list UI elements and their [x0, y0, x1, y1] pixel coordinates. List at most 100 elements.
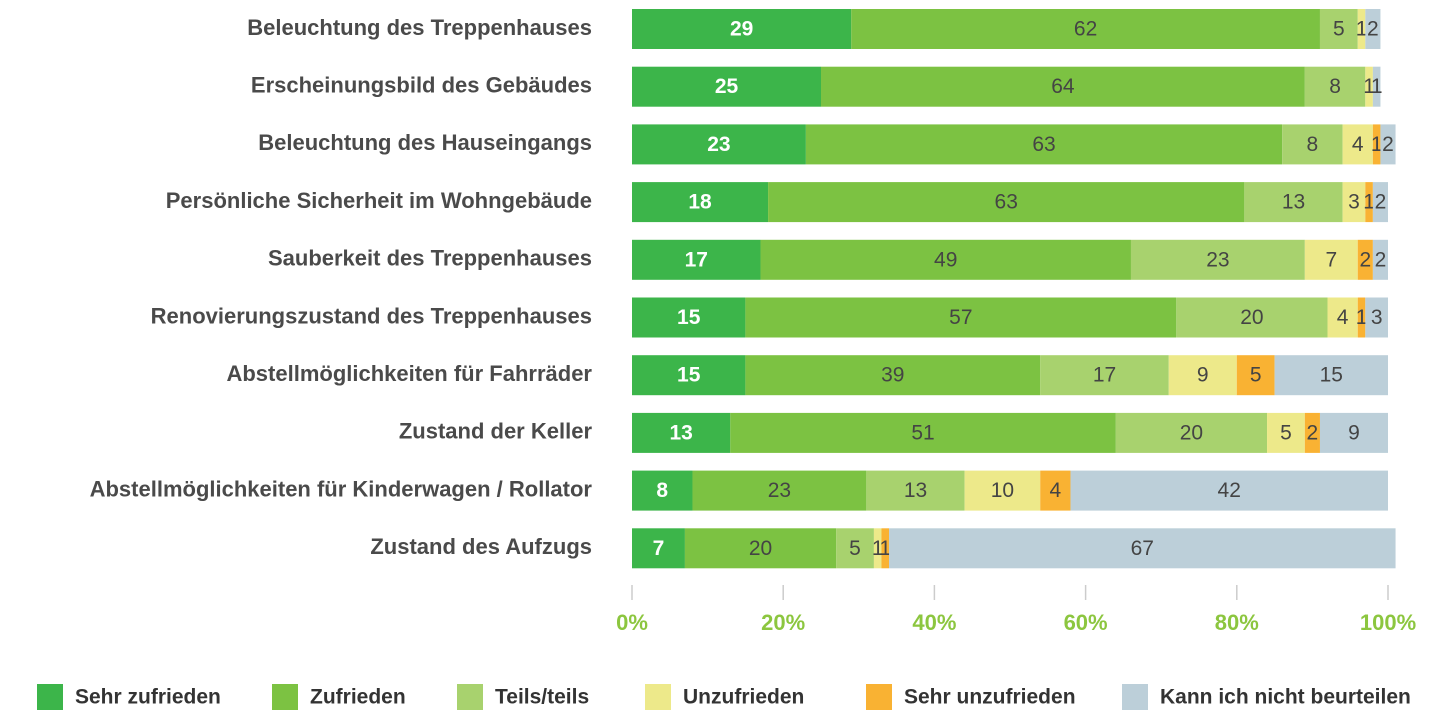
x-tick-label: 80% — [1215, 610, 1259, 635]
value-label: 5 — [1280, 421, 1292, 444]
bar-segment — [632, 355, 746, 396]
bar-segment — [632, 528, 685, 569]
value-label: 20 — [749, 537, 772, 560]
value-label: 42 — [1218, 479, 1241, 502]
bar-segment — [881, 528, 890, 569]
category-label: Zustand der Keller — [399, 419, 593, 444]
bar-segment — [889, 528, 1396, 569]
legend-label: Teils/teils — [495, 686, 589, 709]
bar-segment — [632, 124, 806, 165]
legend-label: Sehr unzufrieden — [904, 686, 1076, 709]
bar-segment — [692, 470, 867, 511]
bar-segment — [1380, 124, 1396, 165]
bar-segment — [632, 66, 821, 107]
value-label: 1 — [1371, 133, 1383, 156]
x-tick-label: 60% — [1064, 610, 1108, 635]
value-label: 1 — [1356, 18, 1368, 41]
bar-segment — [1319, 412, 1388, 453]
value-label: 7 — [653, 537, 665, 560]
bar-segment — [1040, 355, 1169, 396]
value-label: 23 — [707, 133, 730, 156]
value-label: 25 — [715, 75, 739, 98]
value-label: 15 — [677, 306, 701, 329]
value-label: 3 — [1348, 191, 1360, 214]
value-label: 2 — [1307, 421, 1319, 444]
bar-segment — [873, 528, 882, 569]
bar-segment — [768, 182, 1245, 223]
bar-segment — [730, 412, 1116, 453]
bar-segment — [1168, 355, 1237, 396]
bar-segment — [632, 470, 693, 511]
bar-segment — [1304, 412, 1320, 453]
legend-label: Kann ich nicht beurteilen — [1160, 686, 1411, 709]
legend-swatch — [272, 684, 298, 710]
value-label: 1 — [1363, 191, 1375, 214]
category-label: Abstellmöglichkeiten für Fahrräder — [226, 361, 592, 386]
value-label: 5 — [1333, 18, 1345, 41]
value-label: 2 — [1382, 133, 1394, 156]
value-label: 17 — [1093, 364, 1116, 387]
bar-segment — [1342, 124, 1373, 165]
bar-segment — [745, 297, 1177, 338]
value-label: 23 — [768, 479, 791, 502]
bar-segment — [760, 239, 1131, 280]
bar-segment — [851, 9, 1320, 49]
value-label: 8 — [1329, 75, 1341, 98]
bar-segment — [1327, 297, 1358, 338]
value-label: 15 — [1320, 364, 1343, 387]
value-label: 51 — [911, 421, 934, 444]
category-label: Abstellmöglichkeiten für Kinderwagen / R… — [90, 476, 593, 501]
category-label: Erscheinungsbild des Gebäudes — [251, 73, 592, 98]
value-label: 57 — [949, 306, 972, 329]
bar-segment — [1372, 66, 1381, 107]
category-label: Zustand des Aufzugs — [370, 534, 592, 559]
value-label: 23 — [1206, 248, 1229, 271]
x-tick-label: 100% — [1360, 610, 1416, 635]
category-label: Renovierungszustand des Treppenhauses — [151, 303, 592, 328]
bar-segment — [836, 528, 874, 569]
value-label: 62 — [1074, 18, 1097, 41]
legend-swatch — [457, 684, 483, 710]
bar-segment — [964, 470, 1041, 511]
bar-segment — [1070, 470, 1388, 511]
value-label: 20 — [1240, 306, 1263, 329]
value-label: 63 — [995, 191, 1018, 214]
value-label: 8 — [1307, 133, 1319, 156]
value-label: 4 — [1337, 306, 1349, 329]
value-label: 13 — [669, 421, 692, 444]
bar-segment — [1342, 182, 1366, 223]
value-label: 18 — [688, 191, 712, 214]
value-label: 9 — [1197, 364, 1209, 387]
value-label: 4 — [1352, 133, 1364, 156]
value-label: 1 — [1356, 306, 1368, 329]
bar-segment — [1040, 470, 1071, 511]
bar-segment — [1357, 9, 1366, 49]
bar-segment — [1267, 412, 1305, 453]
bar-segment — [1365, 297, 1388, 338]
value-label: 1 — [1371, 75, 1383, 98]
bar-segment — [1236, 355, 1275, 396]
bar-segment — [1365, 66, 1373, 107]
value-label: 1 — [879, 537, 891, 560]
bar-segment — [1365, 9, 1381, 49]
legend-label: Sehr zufrieden — [75, 686, 221, 709]
bar-segment — [1304, 239, 1358, 280]
x-tick-label: 20% — [761, 610, 805, 635]
bar-segment — [1357, 239, 1373, 280]
value-label: 7 — [1325, 248, 1337, 271]
legend-label: Unzufrieden — [683, 686, 804, 709]
x-tick-label: 0% — [616, 610, 648, 635]
value-label: 2 — [1359, 248, 1371, 271]
bar-segment — [1130, 239, 1305, 280]
bar-segment — [1115, 412, 1268, 453]
legend-swatch — [645, 684, 671, 710]
bar-segment — [1282, 124, 1343, 165]
value-label: 2 — [1375, 248, 1387, 271]
value-label: 39 — [881, 364, 904, 387]
value-label: 5 — [849, 537, 861, 560]
value-label: 15 — [677, 364, 701, 387]
legend-swatch — [37, 684, 63, 710]
bar-segment — [1319, 9, 1358, 49]
value-label: 1 — [872, 537, 884, 560]
